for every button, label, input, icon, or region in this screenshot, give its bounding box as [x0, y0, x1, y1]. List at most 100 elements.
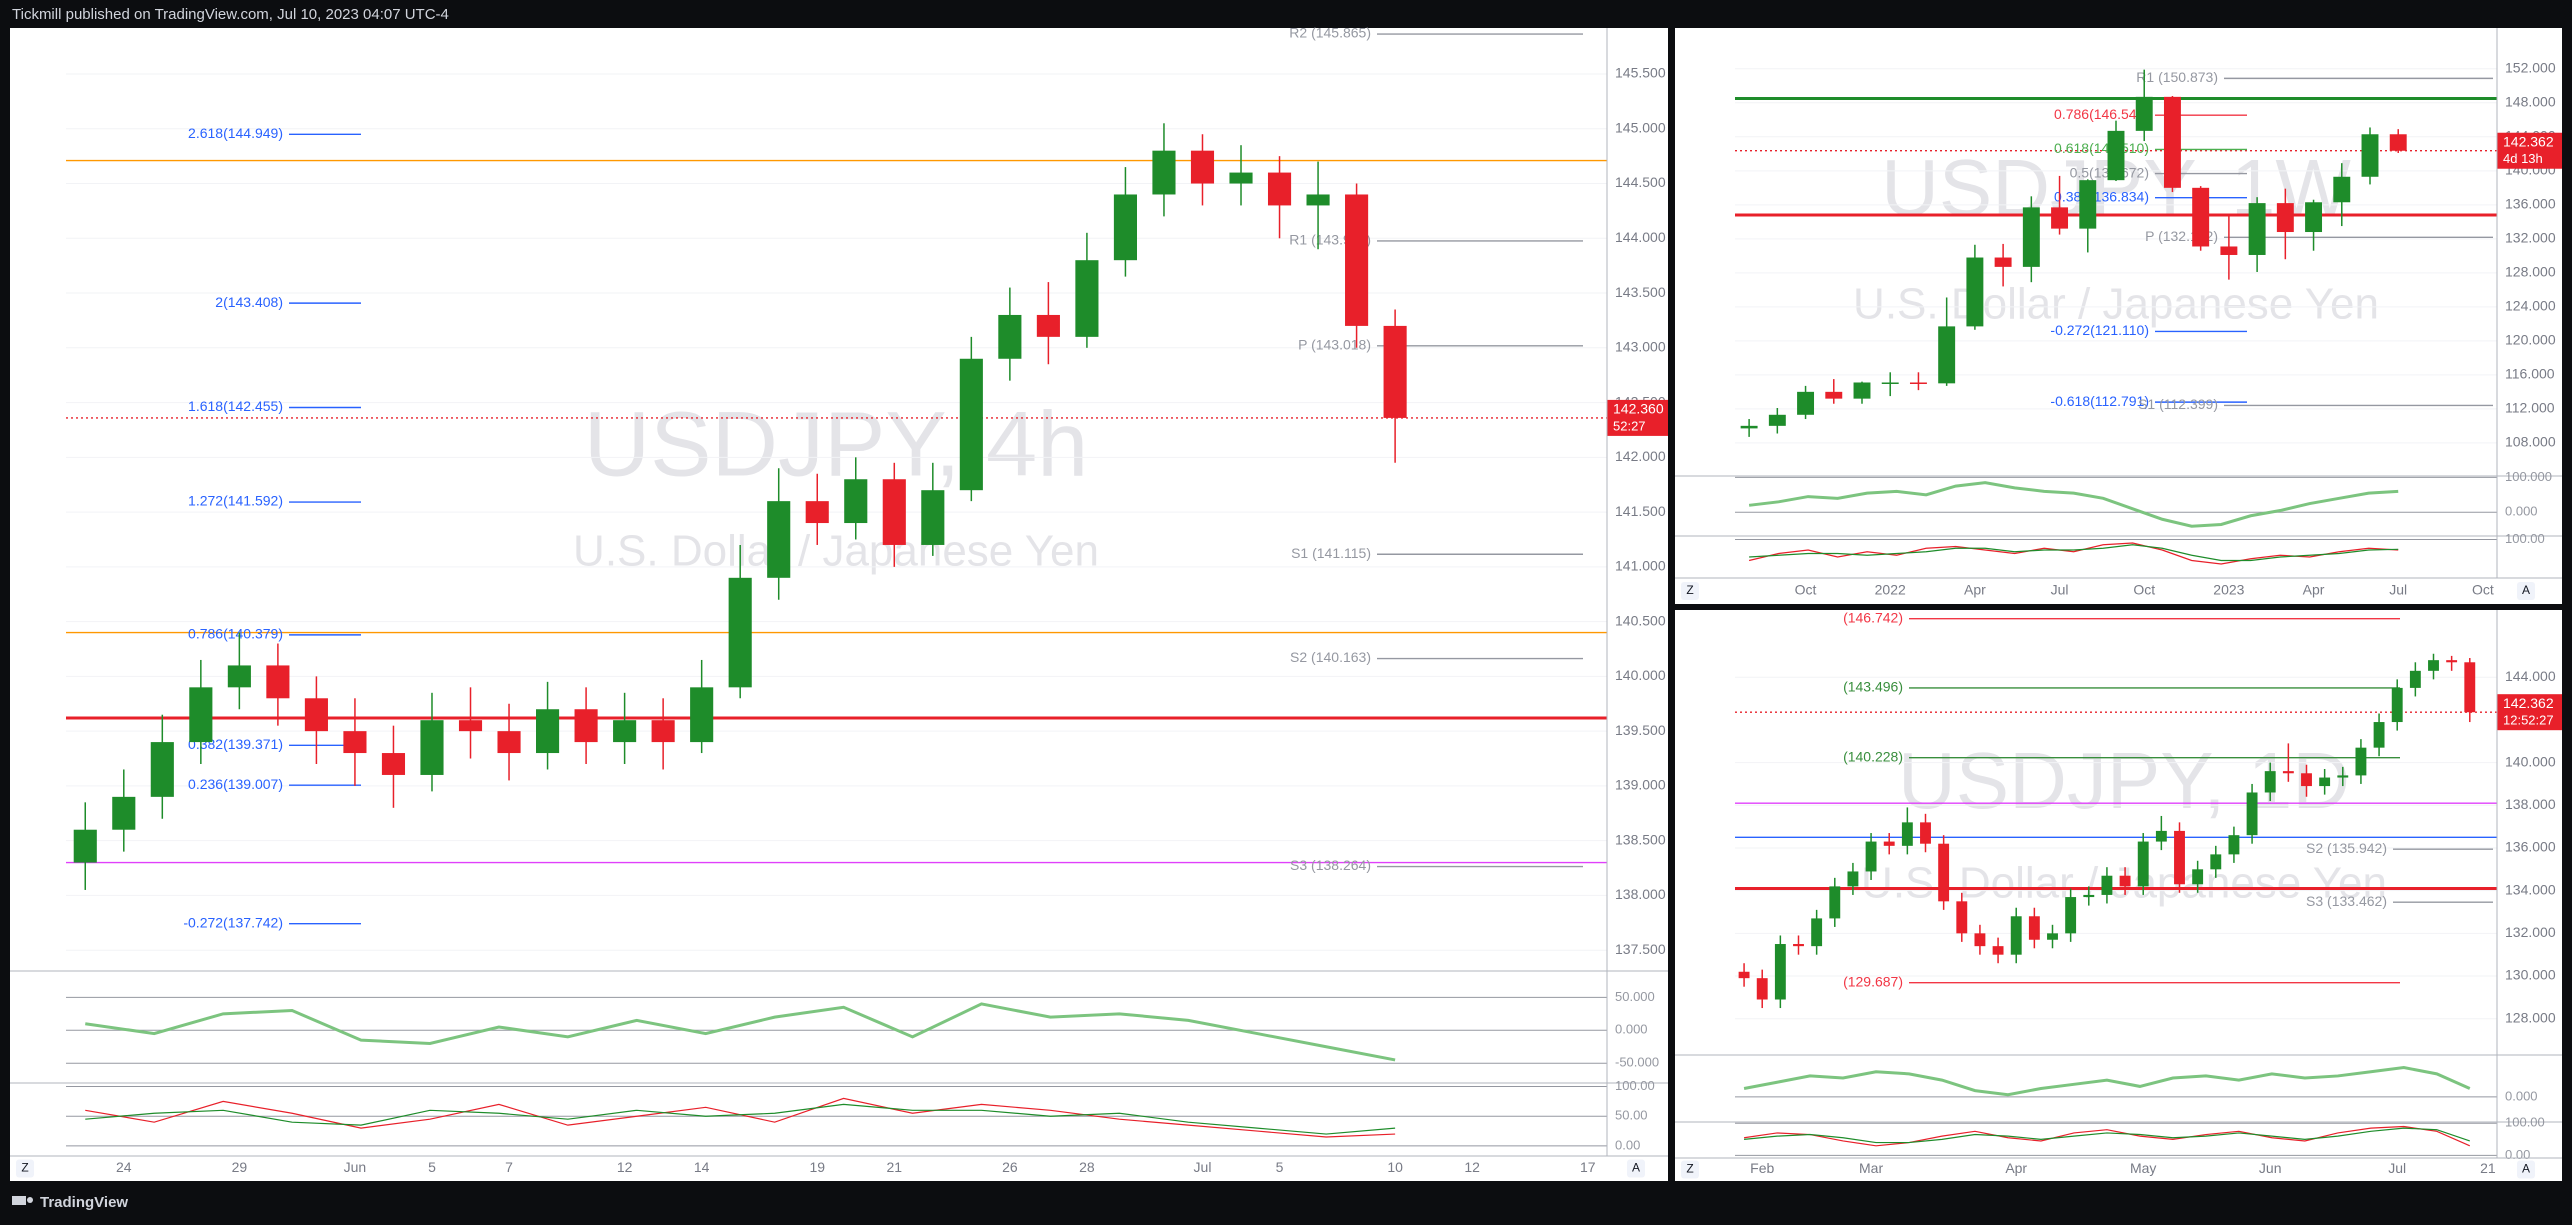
candle-body: [882, 479, 906, 545]
footer-brand: TradingView: [40, 1194, 128, 1211]
button-label: Z: [1686, 583, 1693, 597]
y-tick-label: 141.000: [1615, 558, 1666, 574]
pivot-level-label: P (143.018): [1298, 337, 1371, 353]
last-price-box: [2497, 132, 2562, 169]
y-tick-label: 116.000: [2505, 366, 2555, 382]
fib-level-label: 2.618(144.949): [188, 125, 283, 141]
x-tick-label: 26: [1002, 1159, 1018, 1175]
y-tick-label: 128.000: [2505, 264, 2556, 280]
candle-body: [2409, 670, 2421, 688]
x-tick-label: Jul: [2051, 582, 2069, 598]
candle-body: [2210, 854, 2222, 870]
candle-body: [1938, 843, 1950, 902]
watermark-symbol: USDJPY, 4h: [584, 393, 1089, 495]
fib-level-label: -0.272(137.742): [183, 914, 283, 930]
x-tick-label: 28: [1079, 1159, 1095, 1175]
logo-dot: [27, 1197, 33, 1203]
candle-body: [1920, 822, 1931, 844]
candle-body: [2119, 875, 2131, 887]
candle-body: [1974, 933, 1986, 947]
y-tick-label: 132.000: [2505, 230, 2556, 246]
last-price-countdown: 12:52:27: [2503, 713, 2554, 728]
y-tick-label: 136.000: [2505, 839, 2556, 855]
fib-level-label: 0.236(139.007): [188, 776, 283, 792]
fib-level-label: 0.618(142.510): [2054, 140, 2149, 156]
candle-body: [2065, 897, 2077, 934]
indicator-tick-label: -50.000: [1615, 1055, 1659, 1070]
candle-body: [1113, 194, 1137, 261]
indicator-tick-label: 100.00: [2505, 531, 2545, 546]
button[interactable]: [1681, 1160, 1699, 1179]
x-tick-label: 24: [116, 1159, 132, 1175]
candle-body: [921, 490, 945, 545]
y-tick-label: 138.000: [2505, 796, 2556, 812]
watermark-symbol: USDJPY, 1D: [1898, 736, 2350, 825]
fib-level-label: (143.496): [1843, 679, 1903, 695]
candle-body: [2282, 771, 2294, 774]
candle-body: [2135, 96, 2153, 131]
x-tick-label: 7: [505, 1159, 513, 1175]
y-tick-label: 144.500: [1615, 174, 1666, 190]
candle-body: [2022, 207, 2040, 267]
publish-header: Tickmill published on TradingView.com, J…: [12, 6, 449, 23]
button-label: A: [2522, 583, 2530, 597]
candle-body: [1865, 841, 1877, 872]
fib-level-label: -0.618(112.791): [2050, 393, 2149, 409]
button[interactable]: [16, 1159, 34, 1178]
candle-body: [805, 501, 829, 524]
x-tick-label: Jun: [2259, 1160, 2282, 1176]
pivot-level-label: S2 (135.942): [2306, 840, 2387, 856]
chart-pane: [10, 28, 1668, 1181]
x-tick-label: 2023: [2213, 582, 2244, 598]
watermark-description: U.S. Dollar / Japanese Yen: [1853, 280, 2379, 329]
button[interactable]: [2517, 1160, 2535, 1179]
button[interactable]: [2517, 582, 2535, 600]
candle-body: [2248, 203, 2266, 255]
candle-body: [2107, 130, 2125, 181]
y-tick-label: 138.000: [1615, 886, 1666, 902]
x-tick-label: 14: [694, 1159, 710, 1175]
candle-body: [1853, 382, 1871, 399]
candle-body: [2163, 96, 2181, 188]
candle-body: [2301, 773, 2312, 787]
candle-body: [2083, 894, 2095, 898]
candle-body: [1306, 194, 1330, 206]
candle-body: [1190, 150, 1215, 184]
candle-body: [497, 731, 521, 754]
x-tick-label: Jul: [1194, 1159, 1212, 1175]
y-tick-label: 130.000: [2505, 967, 2556, 983]
candle-body: [381, 753, 406, 775]
y-tick-label: 132.000: [2505, 924, 2556, 940]
candle-body: [1811, 918, 1823, 947]
candle-body: [998, 314, 1022, 359]
x-tick-label: Feb: [1750, 1160, 1774, 1176]
indicator-tick-label: 0.00: [1615, 1137, 1640, 1152]
candle-body: [690, 687, 714, 743]
candle-body: [2137, 841, 2149, 887]
button-label: A: [2522, 1162, 2530, 1176]
button[interactable]: [1627, 1159, 1645, 1178]
x-tick-label: 29: [232, 1159, 248, 1175]
y-tick-label: 136.000: [2505, 196, 2556, 212]
candle-body: [536, 709, 560, 754]
indicator-line: [85, 1002, 1396, 1062]
y-tick-label: 120.000: [2505, 332, 2556, 348]
candle-body: [2389, 134, 2407, 151]
x-tick-label: 17: [1580, 1159, 1596, 1175]
candle-body: [1075, 260, 1099, 337]
x-tick-label: Apr: [1964, 582, 1986, 598]
last-price-box: [1607, 399, 1668, 436]
y-tick-label: 152.000: [2505, 60, 2556, 76]
y-tick-label: 124.000: [2505, 298, 2556, 314]
last-price-box: [2497, 694, 2562, 731]
y-tick-label: 140.000: [1615, 667, 1666, 683]
candle-body: [959, 358, 983, 491]
fib-level-label: 2(143.408): [215, 294, 283, 310]
pivot-level-label: S2 (140.163): [1290, 649, 1371, 665]
x-tick-label: Jul: [2388, 1160, 2406, 1176]
button[interactable]: [1681, 582, 1699, 600]
candle-body: [2319, 777, 2331, 787]
candle-body: [2373, 722, 2385, 748]
candle-body: [2464, 662, 2476, 713]
candle-body: [2192, 869, 2204, 885]
